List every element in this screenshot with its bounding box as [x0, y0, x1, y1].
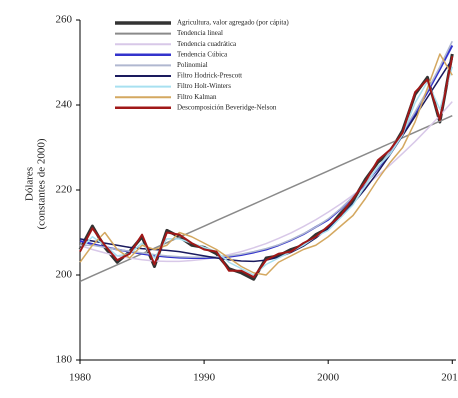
x-tick-label: 2010 [441, 372, 458, 384]
legend-label: Tendencia Cúbica [177, 50, 228, 58]
y-tick-label: 220 [56, 184, 73, 196]
legend-label: Filtro Kalman [177, 93, 217, 101]
x-tick-label: 2000 [317, 372, 340, 384]
series-line [79, 55, 454, 279]
legend-label: Agricultura, valor agregado (por cápita) [177, 19, 289, 27]
series-line [80, 40, 453, 258]
series-line [79, 58, 453, 263]
legend-label: Filtro Holt-Winters [177, 82, 231, 90]
legend-label: Tendencia cuadrática [177, 40, 237, 48]
legend-label: Polinomial [177, 61, 208, 69]
y-tick-label: 260 [56, 14, 73, 26]
y-axis-label: (constantes de 2000) [36, 138, 48, 229]
legend-label: Descomposición Beveridge-Nelson [177, 103, 277, 111]
y-axis-label: Dólares [24, 167, 36, 201]
series-line [79, 101, 453, 263]
y-tick-label: 180 [56, 354, 73, 366]
y-tick-label: 200 [56, 269, 73, 281]
x-tick-label: 1980 [69, 372, 92, 384]
series-line [79, 45, 454, 259]
series-line [79, 53, 453, 276]
x-tick-label: 1990 [193, 372, 216, 384]
legend-label: Filtro Hodrick-Prescott [177, 72, 242, 80]
legend-label: Tendencia lineal [177, 29, 223, 37]
series-line [79, 66, 453, 276]
y-tick-label: 240 [56, 99, 73, 111]
